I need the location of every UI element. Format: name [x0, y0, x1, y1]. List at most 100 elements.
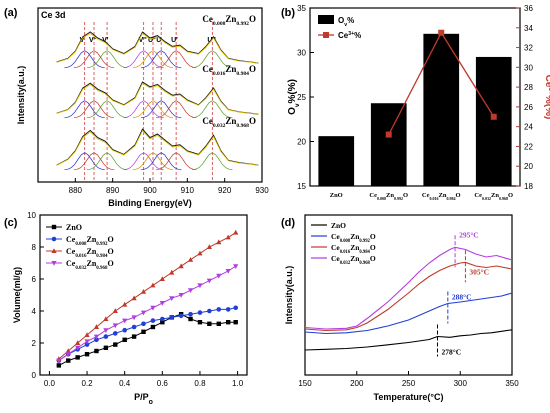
panel-c-marker: [122, 327, 127, 333]
panel-c-marker: [178, 313, 184, 319]
panel-c-marker: [141, 321, 146, 327]
panel-d-tpr-chart: 150 200 250 300 350 Temperature(°C) Intensity(…: [284, 214, 519, 402]
panel-c-ytick-label: 0: [32, 371, 37, 380]
panel-c-marker: [225, 269, 231, 274]
panel-c-marker: [103, 316, 109, 321]
panel-c-marker: [140, 289, 147, 294]
panel-d-series-line: [304, 246, 513, 330]
panel-c-marker: [160, 320, 165, 325]
panel-c-marker: [160, 316, 165, 322]
panel-a-fit-peak: [86, 100, 128, 119]
panel-c-marker: [188, 311, 193, 317]
panel-a-envelope-line: [56, 82, 259, 115]
panel-a-peak-label: V': [102, 37, 109, 44]
panel-b-ytick-right-label: 30: [524, 63, 533, 72]
panel-a-xtick-label: 930: [255, 186, 269, 195]
panel-c-marker: [141, 329, 146, 334]
panel-c-marker: [51, 248, 57, 253]
panel-a-xtick-label: 880: [69, 186, 83, 195]
panel-a-fit-peak: [64, 152, 105, 171]
panel-c-marker: [140, 310, 147, 316]
panel-b-category-label: Ce0.016Zn0.984O: [422, 192, 461, 201]
panel-b-ytick-right-label: 18: [524, 182, 533, 191]
panel-c-marker: [75, 355, 80, 360]
panel-c-marker: [178, 293, 184, 298]
panel-a-xlabel: Binding Energy(eV): [108, 198, 192, 208]
panel-d-legend-label: ZnO: [331, 221, 346, 230]
panel-c-legend-label: Ce0.008Zn0.992O: [66, 235, 114, 247]
panel-d-xtick-label: 200: [350, 379, 364, 388]
panel-c-ytick-label: 4: [32, 307, 37, 316]
panel-d-legend-label: Ce0.008Zn0.992O: [331, 232, 376, 244]
panel-d-annotation-label: 278°C: [441, 348, 461, 357]
panel-c-marker: [93, 334, 100, 340]
panel-c-legend-label: Ce0.016Zn0.984O: [66, 247, 114, 259]
panel-c-ytick-label: 10: [27, 211, 36, 220]
panel-a-peak-label: V: [80, 37, 85, 44]
panel-c-marker: [84, 332, 90, 337]
panel-c-marker: [233, 305, 239, 311]
panel-c-marker: [225, 307, 231, 312]
panel-c-marker: [113, 342, 118, 347]
panel-a-fit-peak: [86, 50, 128, 69]
panel-b-ytick-right-label: 24: [524, 123, 533, 132]
panel-c-marker: [197, 283, 203, 289]
panel-b-ytick-label: 20: [297, 138, 306, 147]
panel-c-marker: [84, 352, 90, 357]
panel-c-marker: [159, 301, 165, 306]
panel-a-fit-peak: [155, 152, 197, 171]
panel-c-marker: [66, 358, 71, 363]
panel-a-fit-peak: [73, 152, 115, 171]
panel-a-envelope-line: [56, 32, 259, 64]
panel-b-ytick-label: 30: [297, 49, 306, 58]
panel-a-peak-label: U': [171, 37, 178, 44]
panel-d-xlabel: Temperature(°C): [374, 392, 444, 402]
panel-b-ytick-right-label: 34: [524, 24, 533, 33]
panel-c-marker: [150, 324, 156, 330]
panel-a-ylabel: Intensity(a.u.): [16, 66, 26, 125]
panel-c-marker: [75, 340, 81, 345]
panel-c-marker: [216, 239, 222, 245]
panel-c-legend-label: Ce0.032Zn0.968O: [66, 259, 114, 271]
panel-c-marker: [206, 244, 212, 249]
panel-c-marker: [187, 257, 194, 262]
panel-a-fit-peak: [140, 100, 182, 119]
panel-d-xtick-label: 250: [402, 379, 416, 388]
panel-label-a: (a): [4, 7, 18, 19]
panel-a-fit-peak: [64, 50, 105, 69]
panel-c-ytick-label: 8: [32, 243, 37, 252]
panel-a-fit-peak: [140, 50, 182, 69]
panel-c-ytick-label: 2: [32, 339, 37, 348]
panel-a-fit-peak: [155, 100, 197, 119]
panel-c-marker: [122, 318, 128, 324]
panel-a-fit-peak: [73, 50, 115, 69]
panel-b-line-marker: [490, 113, 497, 120]
panel-a-xtick-label: 910: [181, 186, 195, 195]
panel-c-marker: [225, 320, 231, 325]
panel-c-marker: [103, 328, 109, 333]
panel-c-marker: [112, 323, 118, 329]
panel-d-legend-label: Ce0.016Zn0.984O: [331, 243, 376, 255]
panel-c-marker: [188, 316, 193, 322]
panel-b-ytick-right-label: 26: [524, 103, 533, 112]
panel-b-bar: [370, 103, 407, 186]
panel-a-fit-peak: [123, 50, 164, 69]
panel-a-xps-chart: 880 890 900 910 920 930 Binding Energy(eV) Inte…: [16, 7, 269, 208]
panel-c-marker: [131, 324, 137, 330]
panel-d-xtick-label: 350: [505, 379, 519, 388]
panel-a-fit-peak: [123, 152, 164, 171]
panel-c-marker: [150, 282, 156, 288]
panel-c-marker: [56, 363, 62, 368]
panel-c-marker: [216, 307, 222, 312]
panel-c-marker: [197, 310, 203, 315]
panel-a-peak-label: U°: [148, 36, 156, 44]
panel-label-d: (d): [281, 217, 295, 229]
panel-c-xtick-label: 0.4: [119, 379, 131, 388]
panel-c-marker: [169, 269, 175, 275]
panel-c-ytick-label: 6: [32, 275, 37, 284]
panel-b-category-label: ZnO: [330, 192, 343, 199]
panel-c-marker: [150, 305, 156, 311]
panel-d-annotation-label: 295°C: [459, 230, 479, 239]
panel-c-xlabel: P/Po: [134, 392, 153, 406]
panel-b-ytick-label: 25: [297, 93, 306, 102]
